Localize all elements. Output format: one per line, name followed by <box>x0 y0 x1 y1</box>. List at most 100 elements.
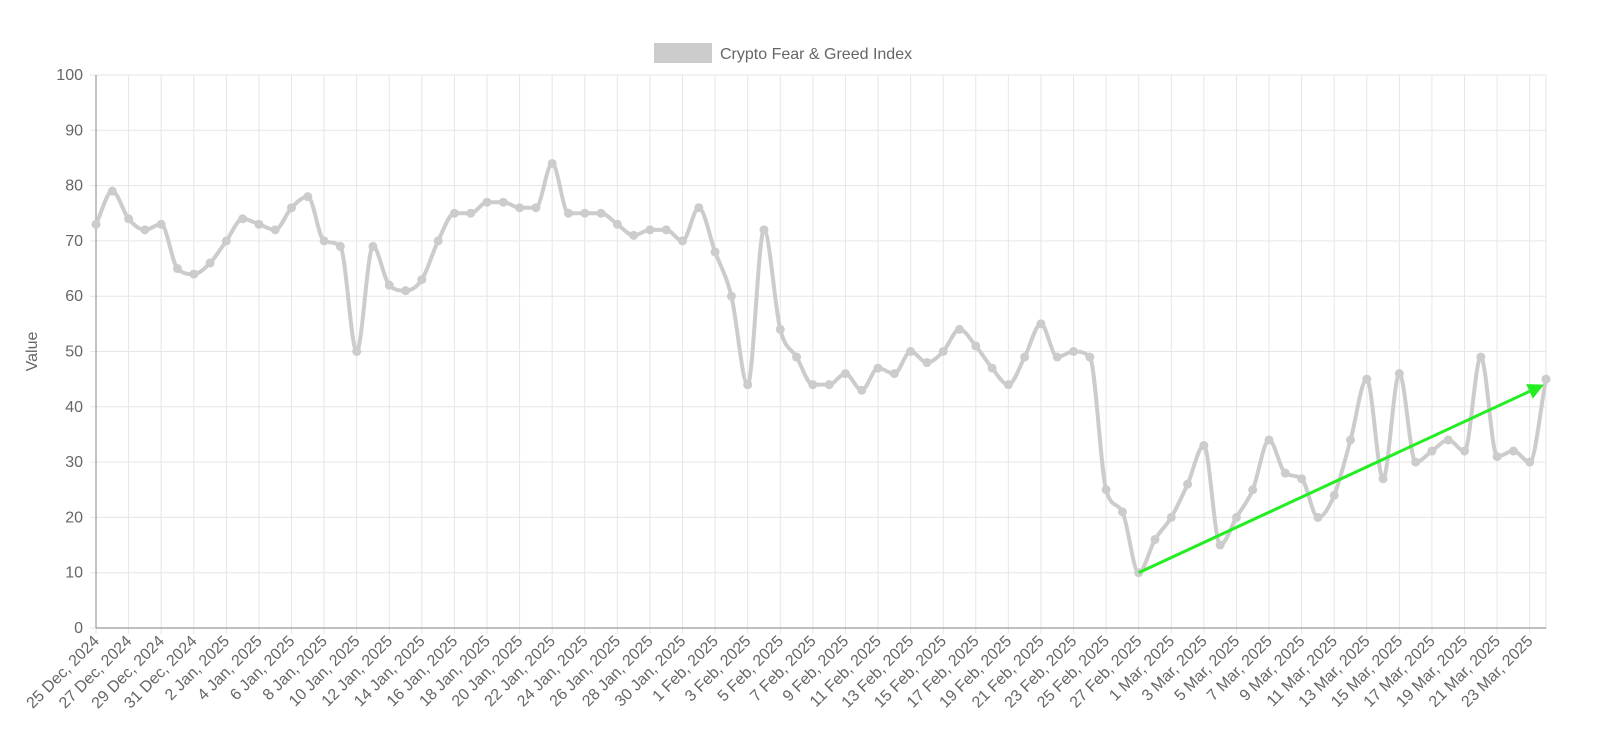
data-point[interactable] <box>1020 352 1030 362</box>
data-point[interactable] <box>1345 435 1355 445</box>
data-point[interactable] <box>1427 446 1437 456</box>
data-point[interactable] <box>498 197 508 207</box>
data-point[interactable] <box>1003 380 1013 390</box>
data-point[interactable] <box>906 347 916 356</box>
data-point[interactable] <box>254 219 264 229</box>
data-point[interactable] <box>580 208 590 218</box>
data-point[interactable] <box>1052 352 1062 362</box>
data-point[interactable] <box>384 280 394 290</box>
data-point[interactable] <box>743 380 753 390</box>
data-point[interactable] <box>759 225 769 235</box>
data-point[interactable] <box>678 236 688 246</box>
data-point[interactable] <box>824 380 834 390</box>
data-point[interactable] <box>205 258 215 268</box>
data-point[interactable] <box>449 208 459 218</box>
legend[interactable]: Crypto Fear & Greed Index <box>654 43 912 63</box>
data-point[interactable] <box>1069 347 1079 356</box>
data-point[interactable] <box>840 369 850 379</box>
data-point[interactable] <box>433 236 443 246</box>
data-point[interactable] <box>1117 507 1127 517</box>
data-point[interactable] <box>368 241 378 251</box>
data-point[interactable] <box>140 225 150 235</box>
y-tick-label: 10 <box>65 565 83 582</box>
data-point[interactable] <box>661 225 671 235</box>
data-point[interactable] <box>287 203 297 213</box>
data-point[interactable] <box>873 363 883 373</box>
data-point[interactable] <box>1085 352 1095 362</box>
data-point[interactable] <box>857 385 867 395</box>
data-point[interactable] <box>612 219 622 229</box>
data-point[interactable] <box>401 286 411 296</box>
y-tick-label: 90 <box>65 122 83 139</box>
data-point[interactable] <box>1394 369 1404 379</box>
data-point[interactable] <box>515 203 525 213</box>
data-point[interactable] <box>303 192 313 202</box>
data-point[interactable] <box>808 380 818 390</box>
data-point[interactable] <box>563 208 573 218</box>
data-point[interactable] <box>1313 512 1323 522</box>
data-point[interactable] <box>938 347 948 356</box>
data-point[interactable] <box>270 225 280 235</box>
data-point[interactable] <box>1248 485 1258 495</box>
y-tick-label: 80 <box>65 178 83 195</box>
data-point[interactable] <box>1215 540 1225 550</box>
y-tick-label: 0 <box>74 620 83 637</box>
data-point[interactable] <box>954 324 964 334</box>
data-point[interactable] <box>1525 457 1535 467</box>
data-point[interactable] <box>107 186 117 196</box>
data-point[interactable] <box>629 230 639 240</box>
data-point[interactable] <box>1378 474 1388 484</box>
data-point[interactable] <box>596 208 606 218</box>
data-point[interactable] <box>694 203 704 213</box>
legend-label: Crypto Fear & Greed Index <box>720 46 912 63</box>
data-point[interactable] <box>1492 452 1502 462</box>
data-point[interactable] <box>1329 490 1339 500</box>
data-point[interactable] <box>922 358 932 368</box>
data-point[interactable] <box>1150 535 1160 545</box>
data-point[interactable] <box>172 264 182 274</box>
data-point[interactable] <box>792 352 802 362</box>
axes <box>95 75 1546 629</box>
data-point[interactable] <box>238 214 248 224</box>
data-point[interactable] <box>466 208 476 218</box>
data-point[interactable] <box>710 247 720 257</box>
data-point[interactable] <box>547 158 557 168</box>
data-point[interactable] <box>1476 352 1486 362</box>
data-point[interactable] <box>1297 474 1307 484</box>
data-point[interactable] <box>221 236 231 246</box>
data-point[interactable] <box>1443 435 1453 445</box>
data-point[interactable] <box>1166 512 1176 522</box>
data-point[interactable] <box>417 275 427 285</box>
data-point[interactable] <box>1036 319 1046 329</box>
data-point[interactable] <box>1411 457 1421 467</box>
data-point[interactable] <box>531 203 541 213</box>
data-point[interactable] <box>1362 374 1372 384</box>
data-point[interactable] <box>352 347 362 356</box>
data-point[interactable] <box>987 363 997 373</box>
data-point[interactable] <box>775 324 785 334</box>
data-point[interactable] <box>1101 485 1111 495</box>
y-tick-labels: 0 10 20 30 40 50 60 70 80 90 100 <box>56 67 83 637</box>
data-point[interactable] <box>482 197 492 207</box>
data-point[interactable] <box>189 269 199 279</box>
data-point[interactable] <box>726 291 736 301</box>
data-point[interactable] <box>889 369 899 379</box>
data-point[interactable] <box>156 219 166 229</box>
data-point[interactable] <box>319 236 329 246</box>
data-point[interactable] <box>971 341 981 351</box>
trend-arrow-line <box>1138 390 1531 575</box>
data-point[interactable] <box>1508 446 1518 456</box>
data-point[interactable] <box>1541 374 1551 384</box>
data-point[interactable] <box>91 219 101 229</box>
data-point[interactable] <box>1460 446 1470 456</box>
trend-arrow-head <box>1526 384 1544 399</box>
data-point[interactable] <box>124 214 134 224</box>
data-point[interactable] <box>1280 468 1290 478</box>
data-point[interactable] <box>1264 435 1274 445</box>
data-point[interactable] <box>1199 441 1209 451</box>
data-point[interactable] <box>645 225 655 235</box>
data-point[interactable] <box>335 241 345 251</box>
data-point[interactable] <box>1231 512 1241 522</box>
data-point[interactable] <box>1183 479 1193 489</box>
